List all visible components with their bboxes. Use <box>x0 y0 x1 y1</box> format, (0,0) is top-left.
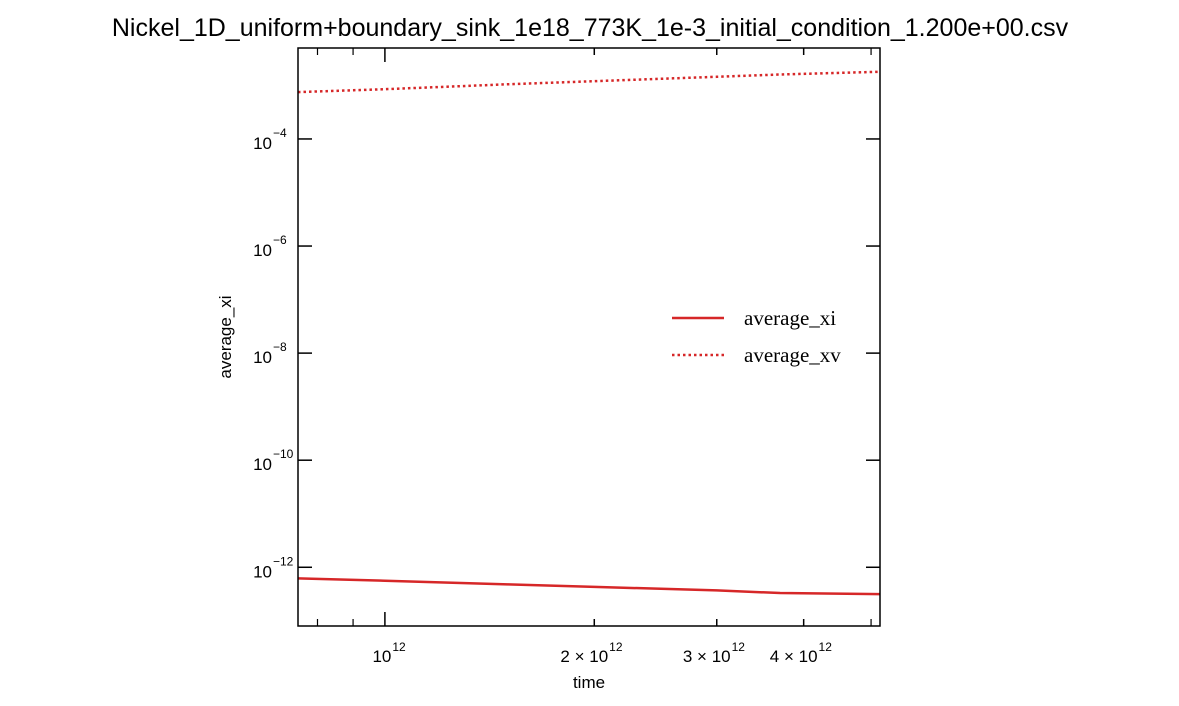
series-line-1 <box>297 70 881 94</box>
plot-series <box>297 70 881 596</box>
series-line-0 <box>297 577 881 596</box>
x-tick-label-exponent: 12 <box>392 640 406 654</box>
x-tick-label-exponent: 12 <box>732 640 746 654</box>
y-tick-label: 10 <box>253 134 272 153</box>
x-axis-label: time <box>573 673 605 692</box>
y-tick-label: 10 <box>253 562 272 581</box>
chart-title: Nickel_1D_uniform+boundary_sink_1e18_773… <box>112 14 1069 42</box>
legend: average_xi average_xv <box>672 306 841 367</box>
y-tick-label-exponent: −10 <box>273 447 294 461</box>
y-tick-label-exponent: −8 <box>273 340 287 354</box>
y-tick-label-exponent: −4 <box>273 126 287 140</box>
x-tick-label-exponent: 12 <box>609 640 623 654</box>
legend-label-1: average_xv <box>744 343 841 367</box>
x-ticks: 10 12 2 × 10 12 3 × 10 12 4 × 10 12 <box>316 48 872 666</box>
y-tick-label-exponent: −6 <box>273 233 287 247</box>
x-tick-label: 2 × 10 <box>560 647 608 666</box>
legend-label-0: average_xi <box>744 306 836 330</box>
x-tick-label-exponent: 12 <box>819 640 833 654</box>
x-tick-label: 3 × 10 <box>683 647 731 666</box>
y-tick-label: 10 <box>253 348 272 367</box>
y-tick-label: 10 <box>253 241 272 260</box>
x-tick-label: 4 × 10 <box>770 647 818 666</box>
x-tick-label: 10 <box>372 647 391 666</box>
y-tick-label-exponent: −12 <box>273 554 294 568</box>
y-tick-label: 10 <box>253 455 272 474</box>
plot-frame <box>297 47 881 627</box>
y-axis-label: average_xi <box>216 295 235 378</box>
